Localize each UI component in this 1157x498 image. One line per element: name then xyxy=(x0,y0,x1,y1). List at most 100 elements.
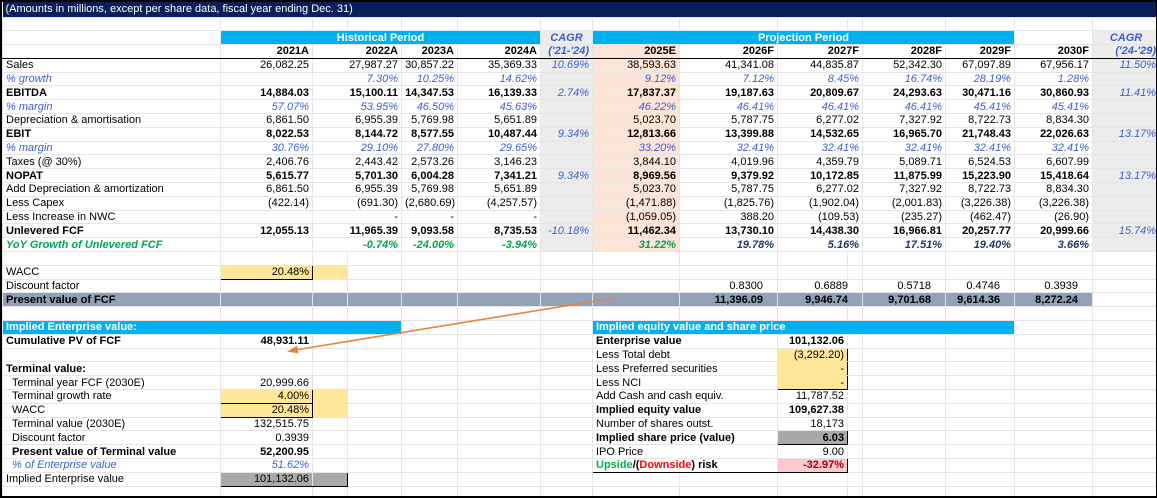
cell-pv-terminal[interactable]: 52,200.95 xyxy=(220,444,313,459)
cell-ebit-margin-2023A[interactable]: 27.80% xyxy=(401,140,458,156)
cell-ebitda-margin-2022A[interactable]: 53.95% xyxy=(312,99,402,115)
row-label-da[interactable]: Depreciation & amortisation xyxy=(2,113,221,128)
cell-less-nwc-2025E[interactable]: (1,059.05) xyxy=(592,209,680,225)
row-label-ebit-margin[interactable]: % margin xyxy=(2,140,221,156)
cell-sales-2022A[interactable]: 27,987.27 xyxy=(312,57,402,73)
cell-terminal-wacc[interactable]: 20.48% xyxy=(220,402,313,418)
cell-nopat-2028F[interactable]: 11,875.99 xyxy=(862,168,946,184)
cell-ebitda-2030F[interactable]: 30,860.93 xyxy=(1014,85,1093,101)
cell-nopat-cagr-hist[interactable]: 9.34% xyxy=(540,168,593,184)
row-label-less-debt[interactable]: Less Total debt xyxy=(592,347,778,363)
cell-ebit-2022A[interactable]: 8,144.72 xyxy=(312,126,402,142)
cell-ufcf-growth-2030F[interactable]: 3.66% xyxy=(1014,237,1093,253)
cell-pv-2027F[interactable]: 9,946.74 xyxy=(777,292,863,308)
cell-terminal-growth[interactable]: 4.00% xyxy=(220,389,313,404)
year-2028F[interactable]: 2028F xyxy=(862,44,946,59)
cell-ebitda-cagr-proj[interactable]: 11.41% xyxy=(1091,85,1156,101)
cell-ebit-2023A[interactable]: 8,577.55 xyxy=(401,126,458,142)
cell-ebitda-margin-2025E[interactable]: 46.22% xyxy=(592,99,680,115)
cell-sales-growth-2025E[interactable]: 9.12% xyxy=(592,71,680,87)
row-label-discount-factor[interactable]: Discount factor xyxy=(2,278,221,294)
cell-ebit-margin-2022A[interactable]: 29.10% xyxy=(312,140,402,156)
cell-ebitda-2021A[interactable]: 14,884.03 xyxy=(220,85,313,101)
cell-less-nwc-2022A[interactable]: - xyxy=(312,209,402,225)
cell-implied-equity[interactable]: 109,627.38 xyxy=(777,402,848,418)
row-label-taxes[interactable]: Taxes (@ 30%) xyxy=(2,154,221,170)
cell-ufcf-2026F[interactable]: 13,730.10 xyxy=(679,223,778,239)
cell-ebit-2021A[interactable]: 8,022.53 xyxy=(220,126,313,142)
cell-ufcf-growth-2023A[interactable]: -24.00% xyxy=(401,237,458,253)
row-label-shares-outst[interactable]: Number of shares outst. xyxy=(592,416,778,432)
cell-ufcf-growth-2029F[interactable]: 19.40% xyxy=(945,237,1015,253)
cell-ipo-price[interactable]: 9.00 xyxy=(777,444,848,459)
cell-ufcf-2024A[interactable]: 8,735.53 xyxy=(457,223,541,239)
cell-nopat-2023A[interactable]: 6,004.28 xyxy=(401,168,458,184)
cell-ebitda-margin-2030F[interactable]: 45.41% xyxy=(1014,99,1093,115)
cell-ufcf-2030F[interactable]: 20,999.66 xyxy=(1014,223,1093,239)
cell-add-cash[interactable]: 11,787.52 xyxy=(777,389,848,404)
cell-less-preferred[interactable]: - xyxy=(777,361,848,377)
cell-upside-risk[interactable]: -32.97% xyxy=(777,458,848,473)
cell-ufcf-growth-2024A[interactable]: -3.94% xyxy=(457,237,541,253)
year-2025E[interactable]: 2025E xyxy=(592,44,680,59)
cell-sales-growth-2028F[interactable]: 16.74% xyxy=(862,71,946,87)
cell-da-2030F[interactable]: 8,834.30 xyxy=(1014,113,1093,128)
cell-ufcf-growth-2022A[interactable]: -0.74% xyxy=(312,237,402,253)
row-label-terminal-wacc[interactable]: WACC xyxy=(2,402,221,418)
cell-da-2026F[interactable]: 5,787.75 xyxy=(679,113,778,128)
cell-ebit-2024A[interactable]: 10,487.44 xyxy=(457,126,541,142)
cell-add-da-2030F[interactable]: 8,834.30 xyxy=(1014,182,1093,197)
cell-add-da-2022A[interactable]: 6,955.39 xyxy=(312,182,402,197)
year-2021A[interactable]: 2021A xyxy=(220,44,313,59)
row-label-terminal-fcf[interactable]: Terminal year FCF (2030E) xyxy=(2,375,221,391)
year-2027F[interactable]: 2027F xyxy=(777,44,863,59)
wacc-input[interactable]: 20.48% xyxy=(220,264,313,280)
cell-ebitda-2025E[interactable]: 17,837.37 xyxy=(592,85,680,101)
cell-less-capex-2029F[interactable]: (3,226.38) xyxy=(945,195,1015,211)
cell-da-2027F[interactable]: 6,277.02 xyxy=(777,113,863,128)
cell-nopat-2030F[interactable]: 15,418.64 xyxy=(1014,168,1093,184)
cell-implied-ev[interactable]: 101,132.06 xyxy=(220,471,313,487)
cell-less-nwc-2028F[interactable]: (235.27) xyxy=(862,209,946,225)
cell-discount-2027F[interactable]: 0.6889 xyxy=(777,278,863,294)
cell-nopat-2025E[interactable]: 8,969.56 xyxy=(592,168,680,184)
cell-add-da-2029F[interactable]: 8,722.73 xyxy=(945,182,1015,197)
cell-less-debt[interactable]: (3,292.20) xyxy=(777,347,848,363)
cell-ufcf-2028F[interactable]: 16,966.81 xyxy=(862,223,946,239)
cell-ebit-2029F[interactable]: 21,748.43 xyxy=(945,126,1015,142)
cell-ebitda-margin-2029F[interactable]: 45.41% xyxy=(945,99,1015,115)
row-label-less-preferred[interactable]: Less Preferred securities xyxy=(592,361,778,377)
cell-sales-2029F[interactable]: 67,097.89 xyxy=(945,57,1015,73)
cell-ebitda-2029F[interactable]: 30,471.16 xyxy=(945,85,1015,101)
cell-da-2021A[interactable]: 6,861.50 xyxy=(220,113,313,128)
year-2022A[interactable]: 2022A xyxy=(312,44,402,59)
cell-nopat-2024A[interactable]: 7,341.21 xyxy=(457,168,541,184)
row-label-pv-terminal[interactable]: Present value of Terminal value xyxy=(2,444,221,459)
cell-less-capex-2021A[interactable]: (422.14) xyxy=(220,195,313,211)
cell-sales-growth-2024A[interactable]: 14.62% xyxy=(457,71,541,87)
cell-ebit-margin-2027F[interactable]: 32.41% xyxy=(777,140,863,156)
cell-da-2023A[interactable]: 5,769.98 xyxy=(401,113,458,128)
cell-da-2025E[interactable]: 5,023.70 xyxy=(592,113,680,128)
cell-pv-2029F[interactable]: 9,614.36 xyxy=(945,292,1015,308)
cell-ufcf-growth-2028F[interactable]: 17.51% xyxy=(862,237,946,253)
cell-discount-2026F[interactable]: 0.8300 xyxy=(679,278,778,294)
cell-ebit-margin-2029F[interactable]: 32.41% xyxy=(945,140,1015,156)
row-label-enterprise-value[interactable]: Enterprise value xyxy=(592,333,778,349)
cell-sales-2030F[interactable]: 67,956.17 xyxy=(1014,57,1093,73)
cell-ebitda-margin-2023A[interactable]: 46.50% xyxy=(401,99,458,115)
cell-nopat-2026F[interactable]: 9,379.92 xyxy=(679,168,778,184)
cell-ufcf-growth-2026F[interactable]: 19.78% xyxy=(679,237,778,253)
cell-ebit-cagr-hist[interactable]: 9.34% xyxy=(540,126,593,142)
cell-ebitda-2026F[interactable]: 19,187.63 xyxy=(679,85,778,101)
year-2029F[interactable]: 2029F xyxy=(945,44,1015,59)
cell-taxes-2029F[interactable]: 6,524.53 xyxy=(945,154,1015,170)
cell-implied-share-price[interactable]: 6.03 xyxy=(777,430,848,446)
cell-ufcf-2025E[interactable]: 11,462.34 xyxy=(592,223,680,239)
cell-pv-2028F[interactable]: 9,701.68 xyxy=(862,292,946,308)
cell-ebit-margin-2021A[interactable]: 30.76% xyxy=(220,140,313,156)
cell-less-nwc-2021A[interactable] xyxy=(220,209,313,225)
row-label-terminal-growth[interactable]: Terminal growth rate xyxy=(2,389,221,404)
cell-less-nci[interactable]: - xyxy=(777,375,848,391)
row-label-wacc[interactable]: WACC xyxy=(2,264,221,280)
